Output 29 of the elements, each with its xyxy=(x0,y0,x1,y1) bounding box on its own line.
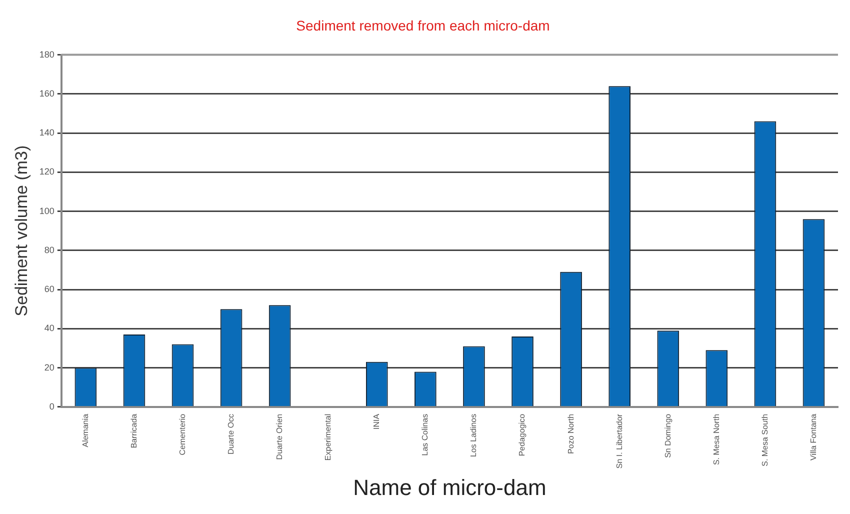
y-tick-label: 40 xyxy=(44,323,54,334)
x-tick-label: Duarte Orien xyxy=(275,414,284,460)
y-tick-label: 0 xyxy=(49,401,54,412)
x-tick-label: Pedagogico xyxy=(518,413,527,456)
x-tick-label: Pozo North xyxy=(566,414,576,454)
x-tick-label: Barricada xyxy=(129,413,138,448)
x-axis-title: Name of micro-dam xyxy=(353,474,546,500)
y-tick-label: 140 xyxy=(39,128,54,138)
x-tick-label: Sn Domingo xyxy=(663,413,672,458)
y-tick-label: 100 xyxy=(39,206,54,216)
y-tick-label: 60 xyxy=(44,284,54,294)
x-tick-label: Sn I. Libertador xyxy=(614,414,624,469)
x-tick-label: Las Colinas xyxy=(420,414,430,456)
y-tick-label: 160 xyxy=(39,88,54,98)
x-tick-label: INIA xyxy=(372,413,382,430)
x-tick-label: Duarte Occ xyxy=(226,414,236,454)
x-tick-label: Cementerio xyxy=(178,413,187,456)
x-tick-label: Alemania xyxy=(80,413,90,448)
chart-title: Sediment removed from each micro-dam xyxy=(296,17,550,34)
y-tick-label: 180 xyxy=(39,49,54,60)
y-tick-label: 80 xyxy=(44,244,54,255)
y-tick-label: 120 xyxy=(39,166,54,177)
y-axis-title: Sediment volume (m3) xyxy=(12,145,31,316)
x-tick-label: Experimental xyxy=(324,414,333,461)
x-tick-label: Los Ladinos xyxy=(469,414,478,458)
y-tick-label: 20 xyxy=(44,362,54,372)
x-tick-label: Villa Fontana xyxy=(808,413,818,460)
x-tick-label: S. Mesa North xyxy=(712,414,721,466)
x-tick-label: S. Mesa South xyxy=(760,414,770,466)
